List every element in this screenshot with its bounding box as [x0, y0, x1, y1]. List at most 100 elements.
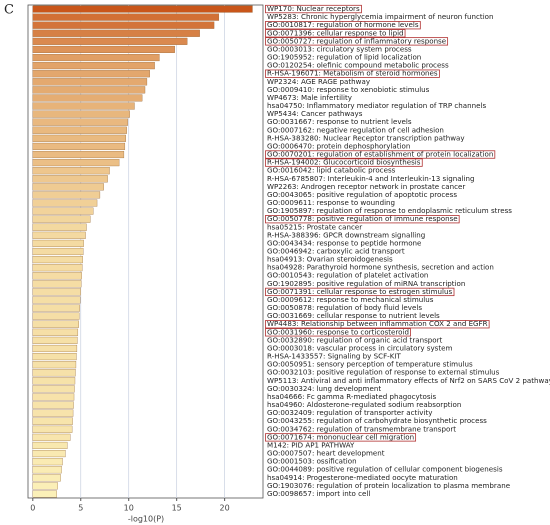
category-label: GO:0043255: regulation of carbohydrate b… — [267, 416, 487, 425]
category-label: GO:0003018: vascular process in circulat… — [267, 343, 453, 352]
bar — [32, 150, 125, 159]
highlight-box — [265, 21, 421, 30]
x-tick-label: 15 — [172, 504, 182, 513]
bar — [32, 458, 63, 466]
category-label: GO:0032890: regulation of organic acid t… — [267, 335, 443, 344]
category-label: GO:0120254: olefinic compound metabolic … — [267, 61, 449, 70]
bar — [32, 304, 80, 312]
bar — [32, 37, 188, 45]
bar — [32, 207, 94, 215]
category-label: GO:0009612: response to mechanical stimu… — [267, 295, 434, 304]
x-tick-label: 10 — [124, 504, 134, 513]
bar — [32, 45, 175, 53]
category-label: GO:0032409: regulation of transporter ac… — [267, 408, 432, 417]
bar — [32, 328, 79, 336]
category-label: R-HSA-196071: Metabolism of steroid horm… — [267, 69, 438, 78]
highlight-box — [265, 37, 449, 46]
category-label: R-HSA-1433557: Signaling by SCF-KIT — [267, 352, 401, 361]
bar — [32, 369, 76, 377]
category-label: GO:0070201: regulation of establishment … — [267, 150, 493, 159]
bar — [32, 191, 101, 199]
category-label: WP5283: Chronic hyperglycemia impairment… — [267, 12, 494, 21]
category-label: GO:0010817: regulation of hormone levels — [267, 20, 419, 29]
bar — [32, 183, 104, 191]
bar — [32, 264, 83, 272]
bar — [32, 53, 160, 62]
category-label: GO:0009410: response to xenobiotic stimu… — [267, 85, 430, 94]
bar — [32, 344, 78, 353]
bar — [32, 215, 91, 223]
bar — [32, 256, 83, 264]
highlight-box — [265, 287, 455, 297]
bar — [32, 272, 82, 280]
category-label: GO:1902895: positive regulation of miRNA… — [267, 279, 465, 288]
highlight-box — [265, 158, 423, 167]
category-label: GO:0007507: heart development — [267, 449, 385, 458]
category-label: GO:1903076: regulation of protein locali… — [267, 481, 510, 490]
category-label: GO:0031667: response to nutrient levels — [267, 117, 412, 126]
category-label: WP5434: Cancer pathways — [267, 109, 363, 118]
category-label: GO:0071396: cellular response to lipid — [267, 28, 404, 37]
bar — [32, 110, 130, 118]
highlight-box — [265, 215, 460, 224]
bar — [32, 490, 57, 498]
category-label: GO:0031669: cellular response to nutrien… — [267, 311, 440, 320]
category-label: GO:0098657: import into cell — [267, 489, 370, 498]
category-label: GO:0050878: regulation of body fluid lev… — [267, 303, 422, 312]
category-label: GO:0032103: positive regulation of respo… — [267, 368, 500, 377]
category-label: GO:0001503: ossification — [267, 457, 357, 466]
bar — [32, 312, 80, 320]
category-label: GO:0031960: response to corticosteroid — [267, 327, 409, 336]
bar — [32, 199, 98, 207]
category-label: GO:0007162: negative regulation of cell … — [267, 125, 444, 134]
bar — [32, 401, 74, 409]
plot-frame — [27, 4, 264, 499]
x-axis-label: -log10(P) — [128, 515, 164, 524]
bar — [32, 86, 146, 94]
category-label: GO:0016042: lipid catabolic process — [267, 166, 396, 175]
category-label: GO:0050778: positive regulation of immun… — [267, 214, 458, 223]
category-label: GO:0071674: mononuclear cell migration — [267, 432, 414, 441]
highlight-box — [265, 433, 417, 442]
bar — [32, 239, 84, 247]
category-label: R-HSA-388396: GPCR downstream signalling — [267, 230, 425, 239]
category-label: WP170: Nuclear receptors — [267, 4, 360, 13]
bar — [32, 288, 81, 296]
category-label: GO:0071391: cellular response to estroge… — [267, 287, 453, 296]
bar — [32, 320, 79, 328]
category-label: hsa04750: Inflammatory mediator regulati… — [267, 101, 486, 110]
category-label: WP4483: Relationship between inflammatio… — [267, 319, 488, 328]
bar — [32, 393, 75, 401]
highlight-box — [265, 328, 411, 337]
category-label: R-HSA-194002: Glucocorticoid biosynthesi… — [267, 158, 421, 167]
highlight-box — [265, 29, 406, 38]
category-label: GO:0046942: carboxylic acid transport — [267, 247, 405, 256]
bar — [32, 296, 81, 304]
bar — [32, 433, 71, 441]
category-label: GO:1905897: regulation of response to en… — [267, 206, 512, 215]
bar — [32, 102, 135, 110]
category-label: GO:0050951: sensory perception of temper… — [267, 360, 473, 369]
bar — [32, 70, 150, 78]
category-label: GO:0044089: positive regulation of cellu… — [267, 465, 503, 474]
category-label: GO:0043434: response to peptide hormone — [267, 238, 421, 247]
bar — [32, 62, 155, 70]
bar — [32, 78, 148, 86]
bar — [32, 13, 220, 21]
bar — [32, 417, 73, 425]
category-label: GO:0010543: regulation of platelet activ… — [267, 271, 428, 280]
bar — [32, 441, 68, 450]
bar — [32, 474, 61, 482]
bar — [32, 231, 86, 239]
bar — [32, 29, 200, 37]
bar — [32, 336, 78, 344]
category-label: GO:0034762: regulation of transmembrane … — [267, 424, 456, 433]
category-label: GO:0009611: response to wounding — [267, 198, 395, 207]
bar — [32, 134, 126, 142]
bar — [32, 385, 75, 393]
category-label: GO:0030324: lung development — [267, 384, 381, 393]
bar — [32, 353, 77, 361]
category-label: GO:0003013: circulatory system process — [267, 44, 412, 53]
bar — [32, 142, 126, 150]
category-label: WP5113: Antiviral and anti inflammatory … — [267, 376, 550, 385]
